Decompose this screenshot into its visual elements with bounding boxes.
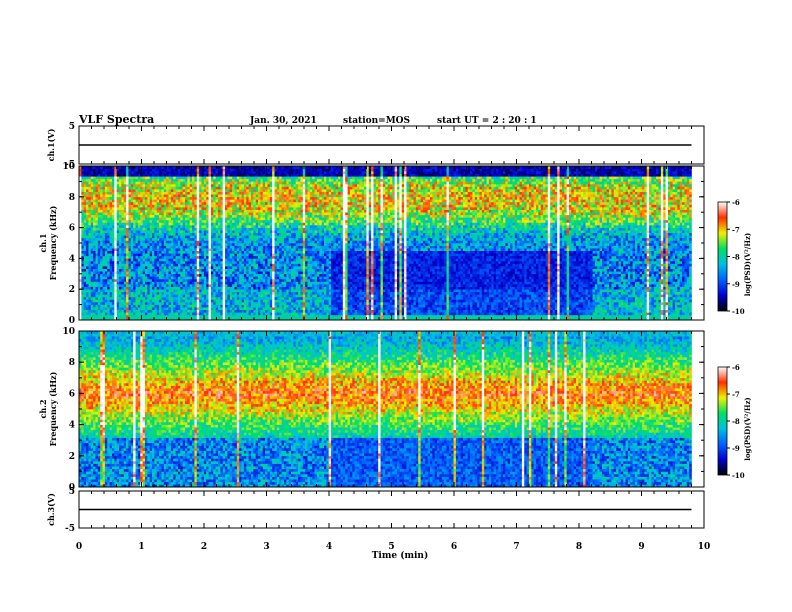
x-tick-label: 3 (263, 542, 269, 552)
spectrogram-cells (79, 166, 692, 320)
colorbar-tick-label: -8 (732, 417, 740, 426)
spectrogram-cells (79, 331, 692, 487)
colorbar-scale (718, 367, 727, 475)
y-tick-label: 2 (69, 285, 75, 295)
y-tick-label: 6 (69, 389, 75, 399)
x-tick-label: 9 (638, 542, 644, 552)
y-axis-label: ch.2 (38, 399, 48, 418)
vlf-spectra-figure: VLF Spectra Jan. 30, 2021 station=MOS st… (0, 0, 792, 612)
y-tick-label: 4 (69, 421, 75, 431)
colorbar-tick-label: -6 (732, 363, 740, 372)
y-axis-label: ch.1(V) (46, 128, 56, 161)
colorbar-tick-label: -10 (732, 471, 745, 480)
colorbar-label: log(PSD)(V²/Hz) (743, 233, 752, 297)
start-time-label: start UT = 2 : 20 : 1 (437, 116, 537, 126)
colorbar-scale (718, 202, 727, 311)
panel-ch1-voltage: 5-5ch.1(V) (46, 122, 704, 170)
y-tick-label: 0 (69, 316, 75, 326)
x-tick-label: 0 (76, 542, 82, 552)
station-label: station=MOS (343, 116, 410, 126)
panel-ch1-spectrogram: 0 2 4 6 8 10 ch.1 Frequency (kHz) (38, 162, 704, 326)
colorbar-tick-label: -10 (732, 307, 745, 316)
y-tick-label: 2 (69, 452, 75, 462)
y-tick-label: 5 (69, 487, 75, 497)
colorbar-tick-label: -9 (732, 444, 740, 453)
colorbar-tick-label: -9 (732, 280, 740, 289)
x-tick-label: 4 (326, 542, 332, 552)
x-tick-label: 8 (576, 542, 582, 552)
colorbar-tick-label: -8 (732, 253, 740, 262)
colorbar-tick-label: -6 (732, 198, 740, 207)
y-tick-label: 6 (69, 224, 75, 234)
x-tick-label: 2 (201, 542, 207, 552)
x-axis-label: Time (min) (372, 550, 429, 561)
x-tick-label: 7 (513, 542, 519, 552)
y-tick-label: 10 (62, 162, 75, 172)
colorbar-ch2: -6 -7 -8 -9 -10 log(PSD)(V²/Hz) (718, 363, 752, 480)
y-tick-label: 4 (69, 254, 75, 264)
y-axis-label: ch.1 (38, 233, 48, 252)
x-tick-label: 6 (451, 542, 457, 552)
date-label: Jan. 30, 2021 (249, 116, 317, 126)
colorbar-tick-label: -7 (732, 225, 740, 234)
panel-ch3-voltage: 5 -5 ch.3(V) (46, 487, 704, 534)
y-tick-label: 8 (69, 358, 75, 368)
colorbar-tick-label: -7 (732, 390, 740, 399)
x-tick-label: 1 (138, 542, 144, 552)
y-tick-label: 5 (69, 122, 75, 132)
figure-title: VLF Spectra (78, 113, 154, 126)
y-tick-label: 8 (69, 193, 75, 203)
y-axis-label: Frequency (kHz) (48, 371, 58, 446)
x-tick-label: 10 (698, 542, 711, 552)
y-tick-label: 10 (62, 327, 75, 337)
colorbar-label: log(PSD)(V²/Hz) (743, 397, 752, 461)
colorbar-ch1: -6 -7 -8 -9 -10 log(PSD)(V²/Hz) (718, 198, 752, 316)
y-tick-label: -5 (65, 524, 75, 534)
y-axis-label: ch.3(V) (46, 493, 56, 526)
y-axis-label: Frequency (kHz) (48, 205, 58, 280)
